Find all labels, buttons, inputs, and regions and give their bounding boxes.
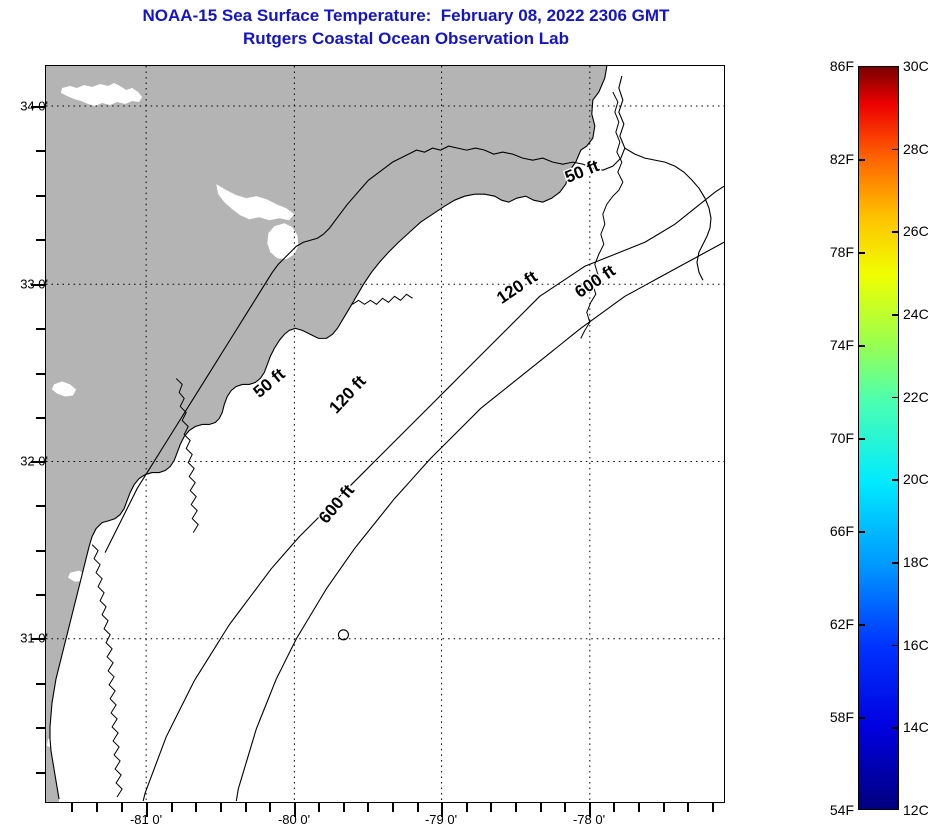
lake-shape-2: [216, 184, 295, 221]
colorbar-label-fahrenheit: 58F: [829, 709, 854, 725]
eddy-marker: [337, 629, 349, 641]
x-tick-major-79: [441, 803, 443, 817]
contour-50ft: [104, 75, 626, 553]
coastline-detail-south: [91, 544, 123, 798]
colorbar-label-celsius: 18C: [903, 554, 929, 570]
y-tick-minor: [36, 150, 45, 152]
x-tick-minor: [540, 803, 542, 812]
map-panel[interactable]: 50 ft 120 ft 600 ft 50 ft 120 ft 600 ft: [45, 65, 725, 803]
title-line-1: NOAA-15 Sea Surface Temperature: Februar…: [142, 6, 670, 25]
x-tick-major-78: [589, 803, 591, 817]
y-tick-minor: [36, 195, 45, 197]
coastline-detail-north: [580, 91, 624, 339]
colorbar-label-fahrenheit: 66F: [829, 523, 854, 539]
colorbar-label-celsius: 26C: [903, 223, 929, 240]
x-tick-minor: [245, 803, 247, 812]
colorbar-label-fahrenheit: 82F: [829, 151, 854, 167]
y-tick-major-31: [31, 638, 45, 640]
land-polygon: [46, 66, 607, 802]
x-tick-minor: [171, 803, 173, 812]
colorbar-label-celsius: 24C: [903, 306, 929, 322]
y-axis-label-33: 33 0': [20, 276, 48, 292]
contour-600ft: [235, 241, 724, 802]
x-tick-minor: [613, 803, 615, 812]
x-tick-minor: [71, 803, 73, 812]
y-tick-minor: [36, 417, 45, 419]
y-tick-minor: [36, 550, 45, 552]
colorbar[interactable]: [858, 66, 899, 810]
y-tick-major-34: [31, 106, 45, 108]
lake-shape-4: [52, 381, 77, 397]
y-tick-minor: [36, 683, 45, 685]
y-axis-label-32: 32 0': [20, 453, 48, 469]
colorbar-label-celsius: 30C: [903, 58, 929, 74]
x-tick-major-81: [146, 803, 148, 817]
colorbar-label-celsius: 12C: [903, 802, 929, 818]
x-tick-minor: [392, 803, 394, 812]
coastline: [49, 66, 608, 800]
contour-120ft: [142, 185, 724, 802]
colorbar-gradient: [858, 66, 899, 810]
x-tick-minor: [367, 803, 369, 812]
colorbar-label-fahrenheit: 54F: [829, 802, 854, 818]
colorbar-label-celsius: 20C: [903, 471, 929, 488]
lake-shape-1: [61, 83, 143, 107]
x-axis-label-80: -80 0': [277, 812, 311, 827]
y-axis-label-31: 31 0': [20, 630, 48, 646]
colorbar-label-celsius: 22C: [903, 388, 929, 405]
x-axis-label-81: -81 0': [129, 812, 163, 827]
y-tick-minor: [36, 328, 45, 330]
y-tick-minor: [36, 772, 45, 774]
y-tick-major-33: [31, 284, 45, 286]
colorbar-label-fahrenheit: 86F: [829, 58, 854, 74]
x-axis-label-78: -78 0': [572, 812, 606, 827]
coastline-detail-mid: [175, 378, 199, 533]
x-tick-minor: [417, 803, 419, 812]
y-tick-minor: [36, 505, 45, 507]
x-tick-minor: [121, 803, 123, 812]
x-tick-minor: [96, 803, 98, 812]
x-tick-minor: [663, 803, 665, 812]
colorbar-label-celsius: 14C: [903, 719, 929, 736]
y-tick-minor: [36, 727, 45, 729]
x-tick-minor: [269, 803, 271, 812]
lake-shape-3: [267, 223, 299, 260]
colorbar-label-celsius: 16C: [903, 636, 929, 653]
coastline-detail-inlets: [352, 293, 413, 305]
colorbar-label-celsius: 28C: [903, 140, 929, 157]
contour-50ft-east: [624, 147, 712, 281]
x-tick-minor: [343, 803, 345, 812]
x-tick-minor: [638, 803, 640, 812]
colorbar-label-fahrenheit: 62F: [829, 616, 854, 632]
x-tick-minor: [490, 803, 492, 812]
x-tick-minor: [220, 803, 222, 812]
page-title: NOAA-15 Sea Surface Temperature: Februar…: [0, 4, 812, 50]
map-canvas: 50 ft 120 ft 600 ft 50 ft 120 ft 600 ft: [46, 66, 724, 802]
x-tick-minor: [318, 803, 320, 812]
x-axis-label-79: -79 0': [424, 812, 458, 827]
title-line-2: Rutgers Coastal Ocean Observation Lab: [243, 29, 569, 48]
x-tick-minor: [564, 803, 566, 812]
y-tick-major-32: [31, 461, 45, 463]
colorbar-label-fahrenheit: 78F: [829, 244, 854, 260]
y-tick-minor: [36, 239, 45, 241]
x-tick-minor: [466, 803, 468, 812]
y-tick-minor: [36, 373, 45, 375]
x-tick-minor: [687, 803, 689, 812]
colorbar-label-fahrenheit: 74F: [829, 337, 854, 353]
lake-shape-6: [47, 736, 67, 749]
colorbar-label-fahrenheit: 70F: [829, 430, 854, 446]
x-tick-minor: [515, 803, 517, 812]
y-tick-minor: [36, 594, 45, 596]
x-tick-minor: [195, 803, 197, 812]
y-axis-label-34: 34 0': [20, 98, 48, 114]
x-tick-minor: [712, 803, 714, 812]
x-tick-major-80: [294, 803, 296, 817]
